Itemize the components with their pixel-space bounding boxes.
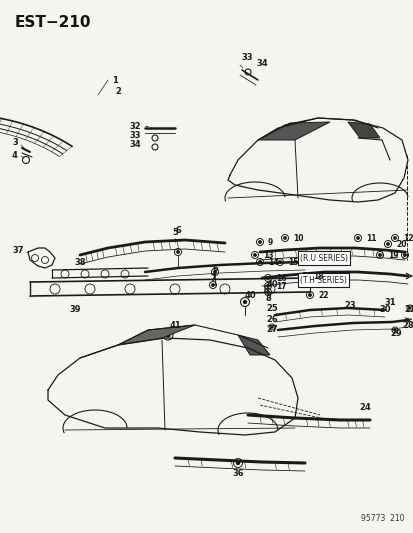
Circle shape: [283, 237, 285, 239]
Text: 33: 33: [129, 131, 140, 140]
Text: 34: 34: [129, 140, 140, 149]
Text: 31: 31: [383, 297, 395, 306]
Text: 12: 12: [402, 233, 413, 243]
Text: 33: 33: [241, 52, 252, 61]
Text: 30: 30: [378, 305, 390, 314]
Circle shape: [266, 285, 268, 287]
Text: 29: 29: [389, 328, 401, 337]
Circle shape: [253, 254, 256, 256]
Text: 8: 8: [264, 294, 270, 303]
Text: 15: 15: [287, 257, 298, 266]
Circle shape: [166, 333, 170, 337]
Text: 22: 22: [317, 290, 328, 300]
Text: 3: 3: [12, 138, 18, 147]
Circle shape: [266, 291, 268, 293]
Text: 28: 28: [401, 320, 413, 329]
Text: 19: 19: [387, 251, 398, 260]
Circle shape: [278, 261, 280, 263]
Circle shape: [243, 301, 246, 303]
Circle shape: [393, 237, 395, 239]
Text: 32: 32: [129, 122, 140, 131]
Text: (T.H SERIES): (T.H SERIES): [299, 276, 346, 285]
Text: (R.U SERIES): (R.U SERIES): [299, 254, 347, 262]
Text: 1: 1: [112, 76, 118, 85]
Text: 6: 6: [211, 263, 217, 272]
Text: 5: 5: [172, 228, 178, 237]
Text: 39: 39: [69, 305, 81, 314]
Text: 26: 26: [266, 316, 277, 325]
Polygon shape: [347, 122, 379, 138]
Text: 38: 38: [74, 257, 85, 266]
Circle shape: [308, 294, 311, 296]
Text: 2: 2: [115, 86, 121, 95]
Polygon shape: [237, 335, 269, 355]
Circle shape: [303, 275, 306, 277]
Text: EST−210: EST−210: [15, 14, 91, 29]
Text: 16: 16: [275, 273, 286, 282]
Circle shape: [236, 462, 239, 464]
Circle shape: [356, 237, 358, 239]
Circle shape: [378, 254, 380, 256]
Text: 6: 6: [175, 225, 180, 235]
Text: 37: 37: [12, 246, 24, 254]
Polygon shape: [118, 325, 195, 345]
Circle shape: [266, 277, 268, 279]
Text: 95773  210: 95773 210: [361, 514, 404, 523]
Circle shape: [408, 307, 410, 309]
Text: 27: 27: [266, 326, 277, 335]
Text: 36: 36: [232, 469, 243, 478]
Text: 7: 7: [210, 273, 215, 282]
Text: 24: 24: [358, 403, 370, 413]
Circle shape: [176, 251, 179, 253]
Circle shape: [393, 329, 395, 331]
Polygon shape: [257, 122, 329, 140]
Text: 25: 25: [266, 303, 277, 312]
Text: 17: 17: [275, 281, 286, 290]
Text: 41: 41: [169, 320, 180, 329]
Circle shape: [213, 271, 216, 273]
Text: 40: 40: [266, 279, 277, 288]
Circle shape: [403, 254, 405, 256]
Text: 23: 23: [343, 301, 355, 310]
Text: 13: 13: [262, 251, 273, 260]
Text: 10: 10: [292, 233, 303, 243]
Text: 11: 11: [365, 233, 375, 243]
Circle shape: [386, 243, 388, 245]
Circle shape: [271, 326, 272, 328]
Text: 20: 20: [395, 239, 406, 248]
Circle shape: [258, 241, 261, 243]
Text: 21: 21: [403, 305, 413, 314]
Circle shape: [258, 261, 261, 263]
Circle shape: [211, 284, 214, 286]
Text: 9: 9: [267, 238, 273, 246]
Text: 40: 40: [244, 290, 255, 300]
Text: 34: 34: [256, 59, 267, 68]
Text: 4: 4: [12, 150, 18, 159]
Text: 18: 18: [312, 271, 323, 280]
Text: 35: 35: [412, 251, 413, 260]
Text: 14: 14: [267, 257, 278, 266]
